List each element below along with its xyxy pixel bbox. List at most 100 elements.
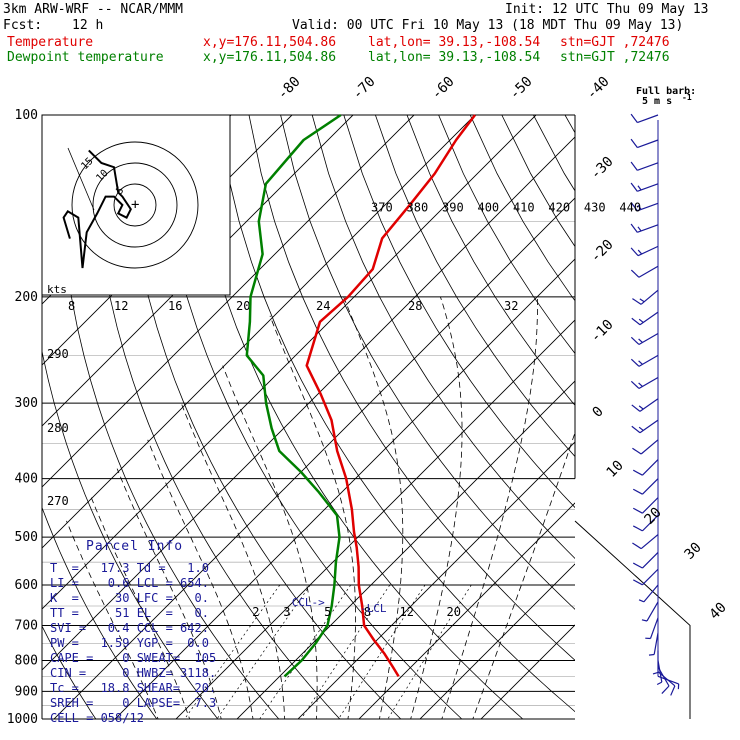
wind-barb-feather xyxy=(630,138,638,148)
wind-barb-feather xyxy=(638,405,644,410)
wind-barb xyxy=(630,182,659,192)
hodograph-speed-label: 24 xyxy=(316,299,330,313)
dry-adiabat xyxy=(42,625,97,719)
theta-label: 400 xyxy=(477,200,499,214)
wind-barb-feather xyxy=(630,161,638,171)
dry-adiabat xyxy=(122,115,402,719)
hodograph-speed-label: 20 xyxy=(236,299,250,313)
hodograph-speed-label: 28 xyxy=(408,299,422,313)
dewpoint-line xyxy=(245,113,342,678)
moist-adiabat xyxy=(147,439,254,719)
parcel-row: CAPE = 0 SWEAT= 105 xyxy=(50,651,217,665)
wind-barb-feather xyxy=(670,685,676,696)
wind-barb-staff xyxy=(637,224,659,233)
theta-label: 430 xyxy=(584,200,606,214)
hodograph-ring xyxy=(113,183,157,227)
wind-barb-feather xyxy=(631,425,641,434)
pressure-tick-label: 700 xyxy=(15,618,38,633)
mixing-ratio-label: 20 xyxy=(447,605,461,619)
wind-barb-feather xyxy=(638,382,643,387)
isotherm-label: 10 xyxy=(604,458,627,481)
dewpoint-latlon: lat,lon= 39.13,-108.54 xyxy=(368,50,541,65)
isotherm-label: 0 xyxy=(590,404,607,421)
wind-barb xyxy=(648,632,659,656)
wind-barb-staff xyxy=(642,568,659,586)
wind-barb-feather xyxy=(632,298,642,305)
wind-barb-staff xyxy=(637,139,659,149)
wind-barb-staff xyxy=(637,162,659,171)
pressure-tick-label: 500 xyxy=(15,530,38,545)
wind-barb-feather xyxy=(638,338,643,343)
dry-adiabat xyxy=(58,115,280,719)
wind-barb xyxy=(632,534,659,550)
wind-barb-staff xyxy=(642,459,659,476)
isotherm-label: 30 xyxy=(682,540,705,563)
wind-barb xyxy=(631,419,659,434)
isotherm xyxy=(42,115,354,427)
theta-label: 390 xyxy=(442,200,464,214)
wind-barb xyxy=(630,202,659,212)
wind-barb-staff xyxy=(643,584,659,603)
mixing-ratio-line xyxy=(300,584,391,719)
wind-barb-staff xyxy=(642,552,659,569)
wind-barb xyxy=(632,552,659,569)
sounding-series xyxy=(245,113,476,678)
wind-barb-feather xyxy=(631,404,641,412)
theta-label: 410 xyxy=(513,200,535,214)
mixing-ratio-line xyxy=(338,584,426,719)
theta-label: 370 xyxy=(371,200,393,214)
wind-barb-feather xyxy=(638,318,644,323)
hodograph-trace xyxy=(62,149,132,269)
parcel-row: Tc = 18.8 SHEAR= 20. xyxy=(50,681,217,695)
wind-barb-feather xyxy=(630,247,639,257)
dry-adiabat xyxy=(42,506,158,719)
wind-barb-staff xyxy=(639,419,659,434)
isotherm-label: -40 xyxy=(584,74,613,103)
parcel-info-title: Parcel Info xyxy=(86,539,184,554)
wind-barb-feather xyxy=(656,681,663,686)
isotherm xyxy=(297,441,575,719)
parcel-row: TT = 51 EL = 0. xyxy=(50,606,209,620)
isotherm-label: 40 xyxy=(707,600,730,623)
wind-barb-staff xyxy=(640,439,659,455)
wind-barb-staff xyxy=(637,245,659,257)
wind-barb-staff xyxy=(640,289,659,305)
wind-barb-feather xyxy=(637,204,642,210)
wind-barb xyxy=(657,671,676,696)
wind-barb-feather xyxy=(648,653,655,656)
wind-barb-staff xyxy=(637,114,659,124)
wind-barb-staff xyxy=(642,497,659,514)
header: 3km ARW-WRF -- NCAR/MMM Init: 12 UTC Thu… xyxy=(0,0,740,70)
wind-barb-staff xyxy=(638,354,659,367)
isotherm-label: -70 xyxy=(350,74,379,103)
wind-barb-feather xyxy=(632,469,643,476)
wind-barb-feather xyxy=(638,599,645,603)
wind-barb-feather xyxy=(630,182,638,192)
wind-barb-feather xyxy=(632,579,643,586)
wind-barb-feather xyxy=(632,525,643,532)
temperature-station: stn=GJT ,72476 xyxy=(560,35,670,50)
pressure-tick-label: 900 xyxy=(15,684,38,699)
wind-barb-feather xyxy=(637,249,643,255)
moist-adiabat xyxy=(116,468,222,719)
wind-barb-feather xyxy=(631,317,641,326)
pressure-tick-label: 1000 xyxy=(7,712,38,727)
wind-barb xyxy=(641,601,659,622)
theta-label: 380 xyxy=(407,200,429,214)
wind-barb-feather xyxy=(632,488,643,495)
wind-barb xyxy=(630,245,659,257)
dry-adiabat xyxy=(153,115,463,719)
isotherm-label: -10 xyxy=(588,317,617,346)
parcel-row: PW = 1.59 YGP = 0.0 xyxy=(50,636,209,650)
wind-barb-staff xyxy=(638,265,659,278)
wind-barb-staff xyxy=(637,183,659,192)
isotherm-label: -50 xyxy=(507,74,536,103)
wind-barb-feather xyxy=(638,426,644,431)
isotherm xyxy=(114,258,575,719)
hodograph-center: + xyxy=(131,197,139,213)
moist-adiabat xyxy=(66,520,159,719)
mixing-ratio-label: 2 xyxy=(252,605,259,619)
parcel-row: CIN = 0 HWBZ= 3118. xyxy=(50,666,217,680)
wind-barb-feather xyxy=(630,269,640,278)
